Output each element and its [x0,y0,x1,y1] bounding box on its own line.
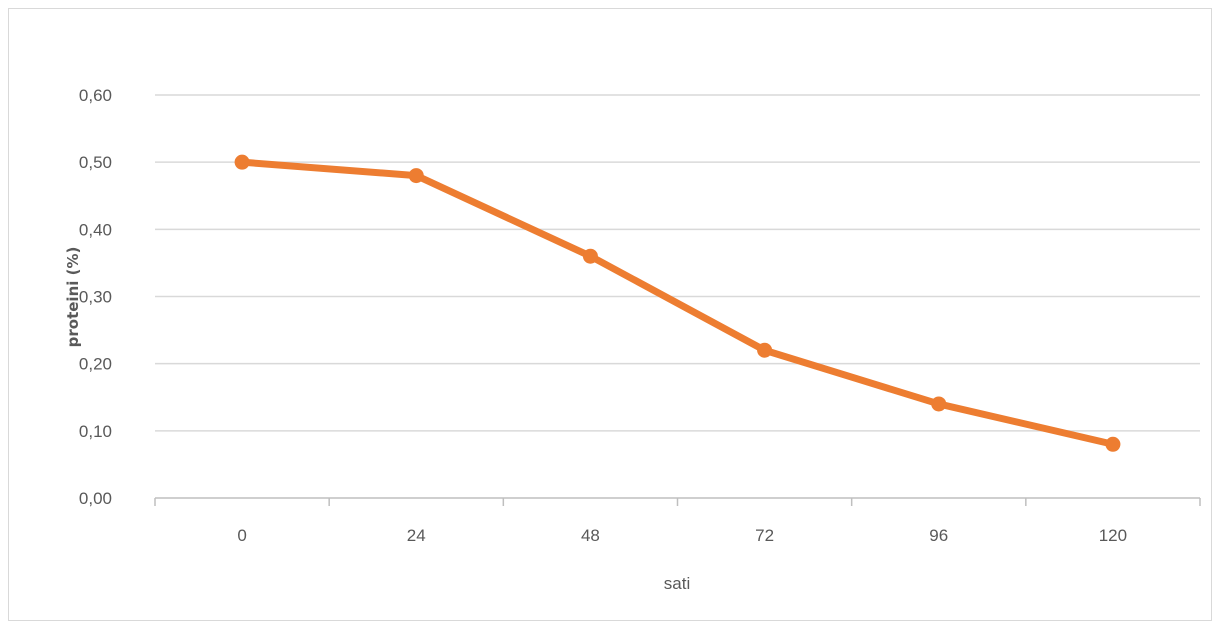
x-tick-label: 0 [237,526,246,545]
y-axis-title: proteini (%) [64,247,82,348]
x-tick-label: 48 [581,526,600,545]
series-group [234,154,1121,452]
x-axis-title: sati [664,574,690,593]
y-tick-label: 0,00 [79,489,112,508]
data-point [408,168,424,184]
y-tick-label: 0,20 [79,355,112,374]
data-point [582,248,598,264]
x-tick-label: 96 [929,526,948,545]
chart-frame [8,8,1212,621]
series-line [238,158,1117,448]
x-tick-label: 72 [755,526,774,545]
x-tick-labels: 0 24 48 72 96 120 [237,526,1127,545]
y-tick-label: 0,10 [79,422,112,441]
data-point [1105,436,1121,452]
y-tick-labels: 0,00 0,10 0,20 0,30 0,40 0,50 0,60 [79,86,112,508]
grid-lines [155,94,1200,432]
y-tick-label: 0,50 [79,153,112,172]
data-point [931,396,947,412]
x-tick-label: 24 [407,526,426,545]
y-tick-label: 0,30 [79,288,112,307]
data-point [234,154,250,170]
x-tick-label: 120 [1099,526,1127,545]
x-axis [154,497,1201,506]
y-tick-label: 0,60 [79,86,112,105]
data-point [757,342,773,358]
y-tick-label: 0,40 [79,220,112,239]
